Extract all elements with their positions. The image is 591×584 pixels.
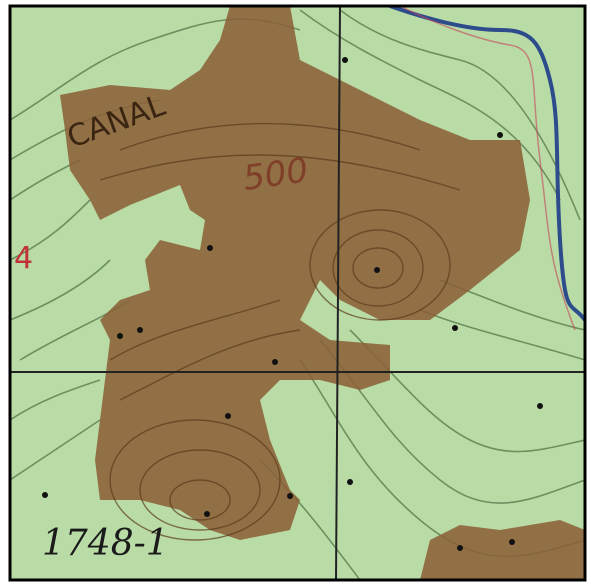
river-bank [399, 6, 576, 331]
elevation-label: 500 [241, 150, 311, 199]
highlighted-area [420, 520, 585, 580]
section-line [335, 6, 341, 580]
frame [8, 4, 587, 582]
highlighted-area [60, 6, 530, 540]
dark-contours [99, 122, 461, 541]
contours [10, 9, 585, 580]
river [389, 6, 585, 322]
section-label: 4 [14, 241, 33, 276]
benchmark-label: 1748-1 [42, 523, 169, 564]
map-body: CANAL 500 1748-1 4 [10, 6, 585, 580]
spot-elevations [42, 57, 543, 551]
